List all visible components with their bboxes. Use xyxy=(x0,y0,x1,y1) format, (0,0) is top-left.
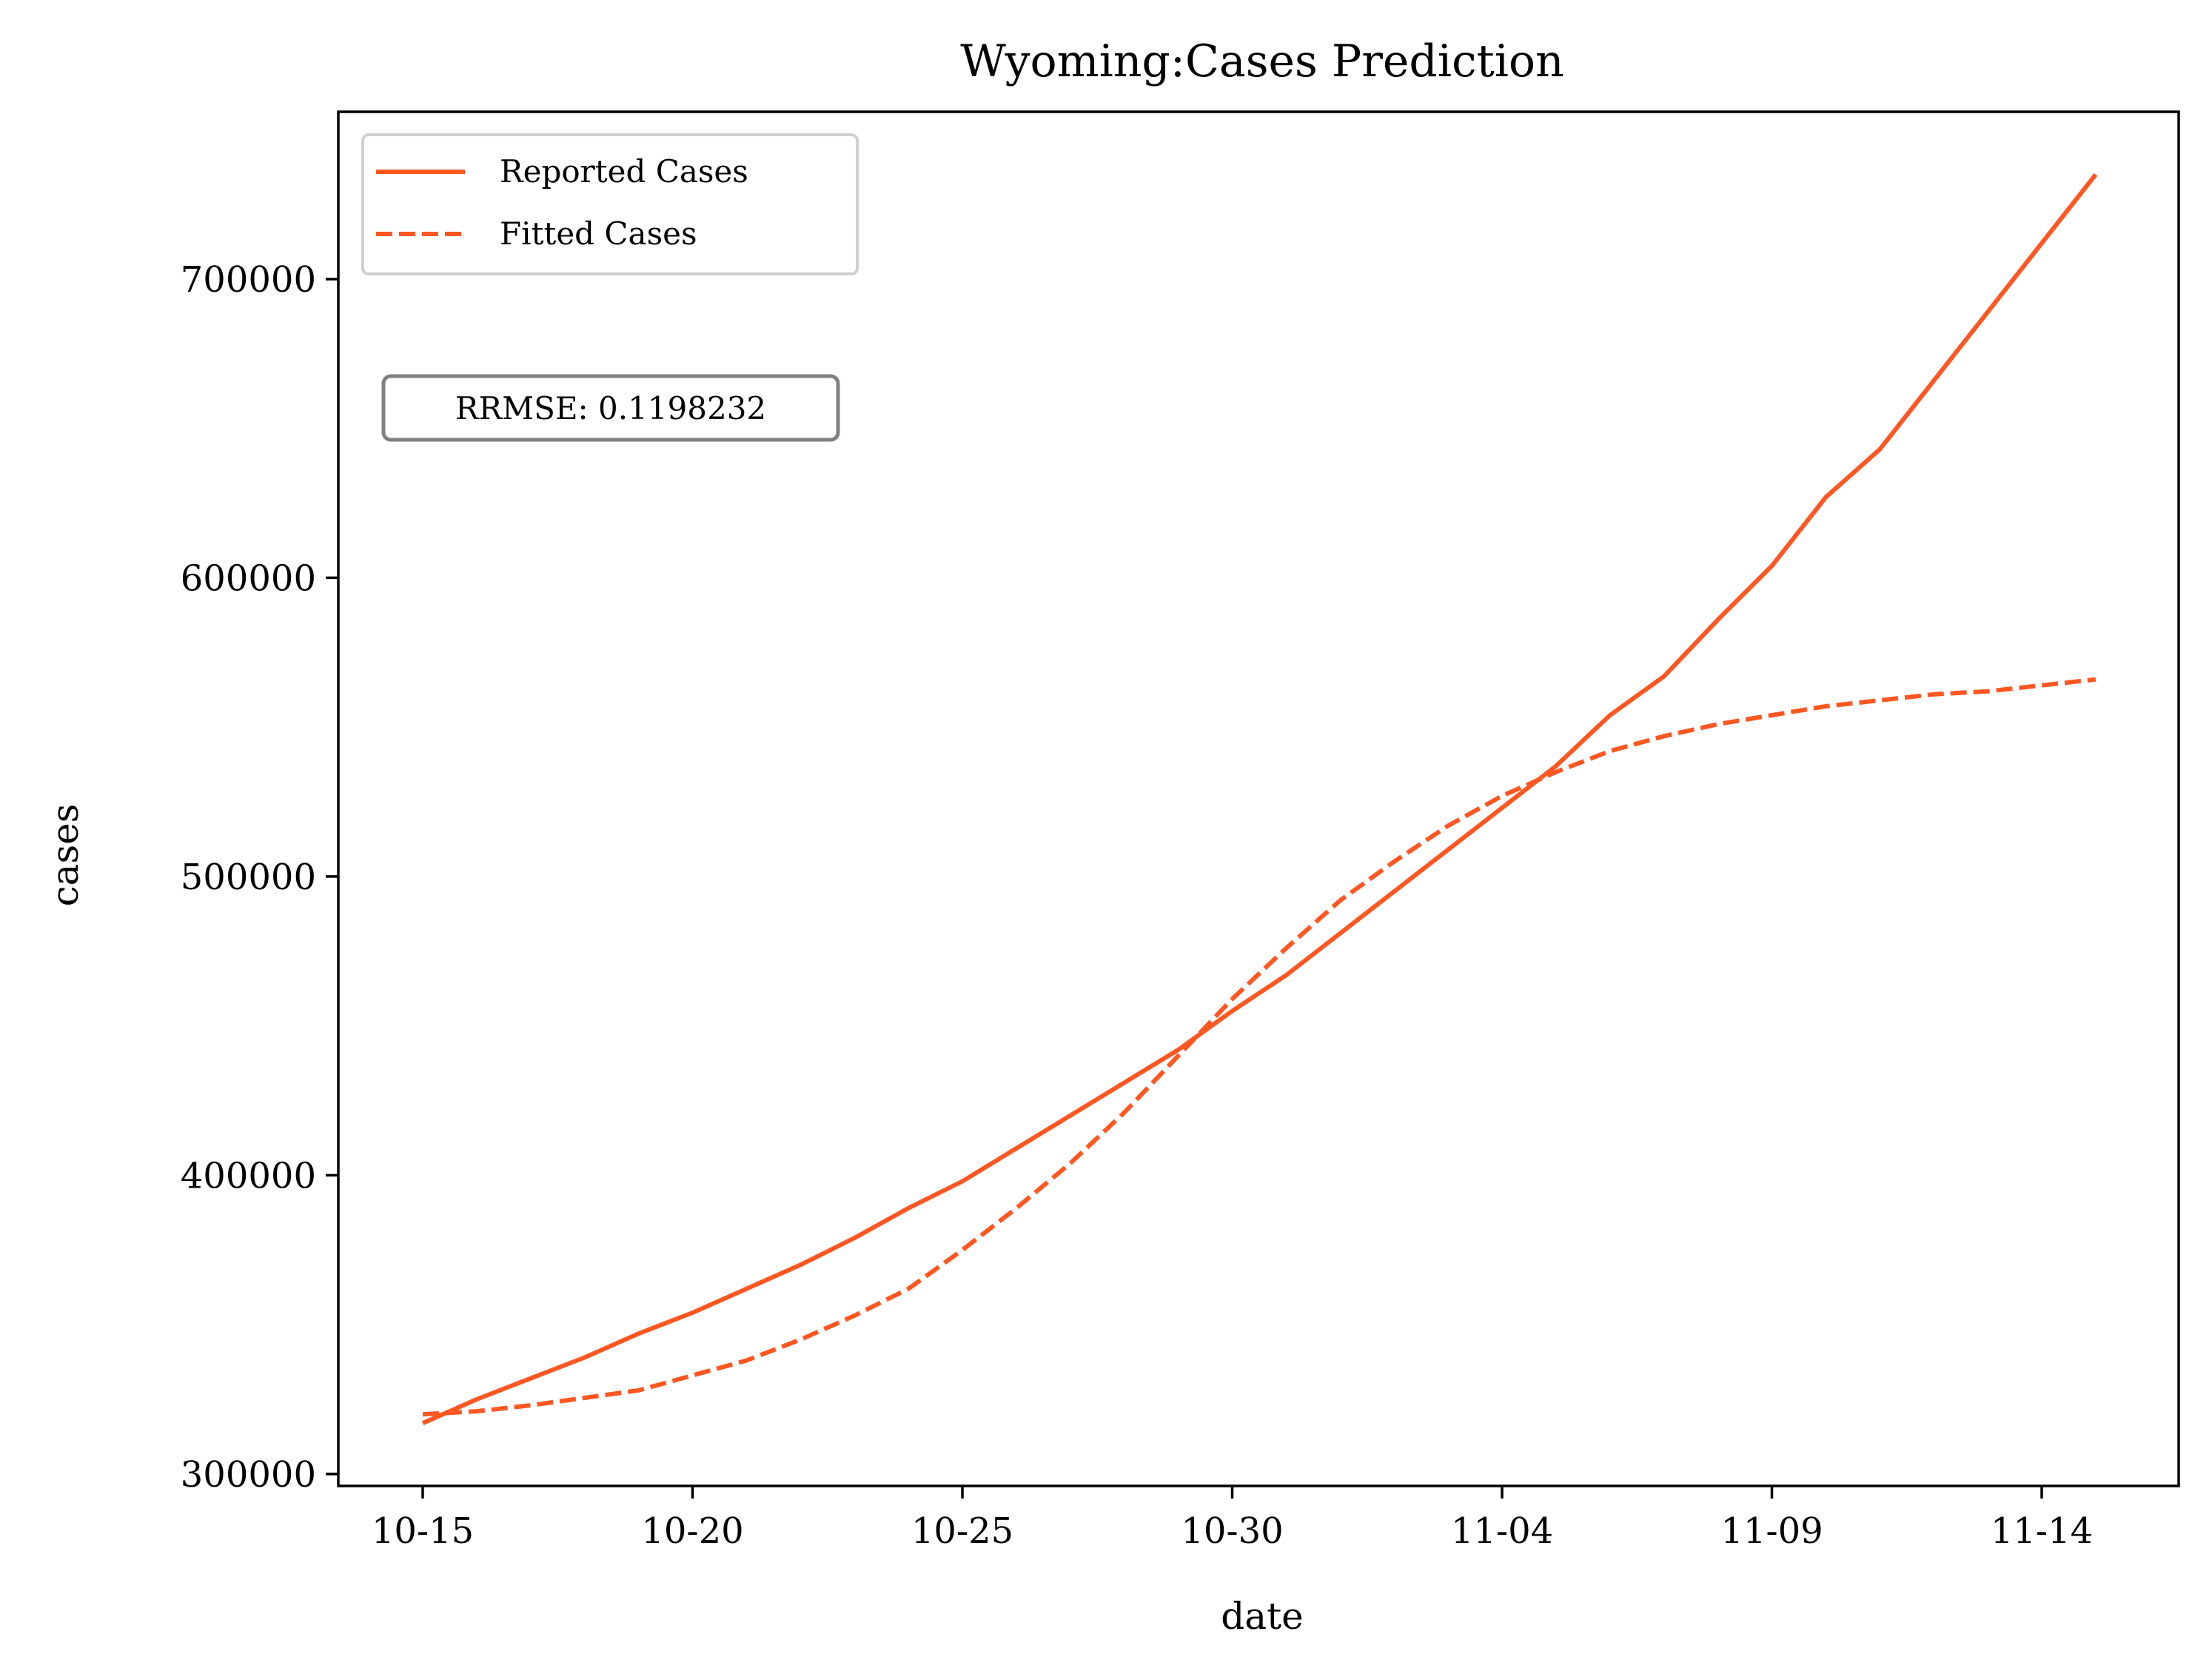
x-axis-title: date xyxy=(1221,1595,1304,1638)
x-tick-label: 11-04 xyxy=(1451,1510,1553,1552)
y-axis-title: cases xyxy=(44,804,87,907)
y-tick-label: 400000 xyxy=(181,1155,316,1196)
x-tick-label: 10-20 xyxy=(641,1510,743,1552)
x-tick-label: 10-25 xyxy=(911,1510,1013,1552)
legend-label-reported-cases: Reported Cases xyxy=(500,153,748,190)
plot-area: 10-15 10-20 10-25 10-30 11-04 11-09 11-14 30000… xyxy=(181,110,2180,1552)
x-tick-label: 11-14 xyxy=(1991,1510,2093,1552)
chart-title: Wyoming:Cases Prediction xyxy=(960,36,1564,87)
x-tick-label: 11-09 xyxy=(1720,1510,1823,1552)
rrmse-annotation-box: RRMSE: 0.1198232 xyxy=(381,374,840,442)
series-line-reported-cases xyxy=(421,173,2098,1426)
y-tick-label: 500000 xyxy=(181,857,316,898)
y-tick-label: 300000 xyxy=(181,1454,316,1496)
rrmse-annotation-text: RRMSE: 0.1198232 xyxy=(455,390,766,426)
plot-frame xyxy=(337,110,2180,1487)
x-tick-label: 10-30 xyxy=(1181,1510,1283,1552)
x-tick-label: 10-15 xyxy=(372,1510,474,1552)
y-tick-label: 600000 xyxy=(181,558,316,599)
legend-frame xyxy=(361,133,859,275)
annotation-frame xyxy=(381,374,840,442)
series-line-fitted-cases xyxy=(422,677,2097,1417)
y-tick-label: 700000 xyxy=(181,259,316,301)
legend-label-fitted-cases: Fitted Cases xyxy=(500,215,697,252)
legend: Reported Cases Fitted Cases xyxy=(361,133,859,275)
